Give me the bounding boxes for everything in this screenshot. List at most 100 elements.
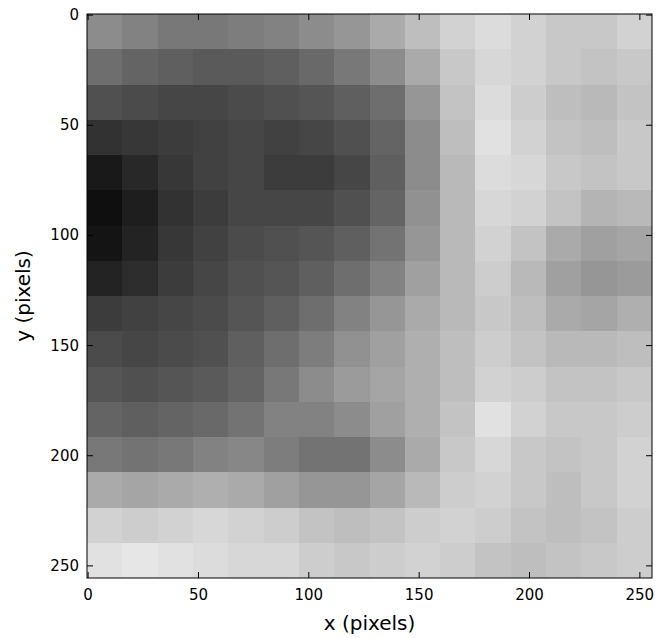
cell bbox=[370, 49, 406, 85]
cell bbox=[511, 437, 547, 473]
y-tick-right bbox=[646, 15, 652, 16]
cell bbox=[546, 226, 582, 262]
cell bbox=[440, 367, 476, 403]
y-tick bbox=[87, 345, 93, 346]
cell bbox=[475, 226, 511, 262]
cell bbox=[334, 437, 370, 473]
cell bbox=[193, 49, 229, 85]
cell bbox=[299, 85, 335, 121]
cell bbox=[122, 296, 158, 332]
cell bbox=[440, 472, 476, 508]
x-tick bbox=[529, 572, 530, 578]
cell bbox=[546, 543, 582, 578]
cell bbox=[87, 367, 123, 403]
cell bbox=[370, 296, 406, 332]
y-tick-right bbox=[646, 345, 652, 346]
cell bbox=[158, 402, 194, 438]
cell bbox=[405, 190, 441, 226]
cell bbox=[581, 367, 617, 403]
x-tick bbox=[308, 572, 309, 578]
cell bbox=[158, 14, 194, 50]
cell bbox=[334, 472, 370, 508]
cell bbox=[158, 296, 194, 332]
cell bbox=[87, 508, 123, 544]
cell bbox=[511, 472, 547, 508]
cell bbox=[617, 402, 652, 438]
cell bbox=[475, 543, 511, 578]
cell bbox=[228, 49, 264, 85]
cell bbox=[617, 85, 652, 121]
cell bbox=[546, 296, 582, 332]
cell bbox=[370, 120, 406, 156]
x-tick-top bbox=[198, 14, 199, 20]
cell bbox=[122, 261, 158, 297]
y-tick-label: 250 bbox=[50, 557, 79, 575]
cell bbox=[264, 155, 300, 191]
cell bbox=[87, 155, 123, 191]
cell bbox=[87, 331, 123, 367]
cell bbox=[405, 120, 441, 156]
cell bbox=[370, 155, 406, 191]
cell bbox=[193, 508, 229, 544]
cell bbox=[264, 402, 300, 438]
cell bbox=[264, 49, 300, 85]
cell bbox=[334, 296, 370, 332]
cell bbox=[193, 190, 229, 226]
cell bbox=[617, 331, 652, 367]
cell bbox=[299, 14, 335, 50]
cell bbox=[370, 402, 406, 438]
cell bbox=[122, 543, 158, 578]
cell bbox=[158, 120, 194, 156]
cell bbox=[511, 261, 547, 297]
x-tick-label: 100 bbox=[294, 586, 323, 604]
cell bbox=[475, 437, 511, 473]
y-tick-label: 200 bbox=[50, 447, 79, 465]
cell bbox=[158, 49, 194, 85]
y-tick-right bbox=[646, 125, 652, 126]
y-tick-label: 150 bbox=[50, 337, 79, 355]
cell bbox=[264, 331, 300, 367]
cell bbox=[122, 85, 158, 121]
cell bbox=[581, 120, 617, 156]
cell bbox=[158, 472, 194, 508]
cell bbox=[334, 190, 370, 226]
cell bbox=[511, 120, 547, 156]
cell bbox=[193, 85, 229, 121]
cell bbox=[122, 14, 158, 50]
cell bbox=[511, 85, 547, 121]
cell bbox=[228, 120, 264, 156]
cell bbox=[546, 437, 582, 473]
cell bbox=[511, 508, 547, 544]
cell bbox=[334, 331, 370, 367]
cell bbox=[370, 543, 406, 578]
cell bbox=[122, 437, 158, 473]
cell bbox=[511, 190, 547, 226]
cell bbox=[475, 402, 511, 438]
cell bbox=[617, 14, 652, 50]
cell bbox=[617, 508, 652, 544]
cell bbox=[617, 49, 652, 85]
cell bbox=[617, 120, 652, 156]
cell bbox=[405, 261, 441, 297]
cell bbox=[511, 296, 547, 332]
cell bbox=[87, 120, 123, 156]
cell bbox=[193, 155, 229, 191]
cell bbox=[475, 367, 511, 403]
cell bbox=[299, 155, 335, 191]
cell bbox=[440, 543, 476, 578]
cell bbox=[334, 120, 370, 156]
cell bbox=[370, 261, 406, 297]
cell bbox=[158, 437, 194, 473]
frame bbox=[87, 14, 652, 578]
cell bbox=[405, 543, 441, 578]
cell bbox=[193, 472, 229, 508]
x-tick bbox=[198, 572, 199, 578]
cell bbox=[87, 261, 123, 297]
cell bbox=[475, 508, 511, 544]
cell bbox=[581, 49, 617, 85]
cell bbox=[546, 120, 582, 156]
cell bbox=[405, 331, 441, 367]
cell bbox=[122, 49, 158, 85]
y-axis-title: y (pixels) bbox=[11, 250, 35, 342]
cell bbox=[264, 296, 300, 332]
